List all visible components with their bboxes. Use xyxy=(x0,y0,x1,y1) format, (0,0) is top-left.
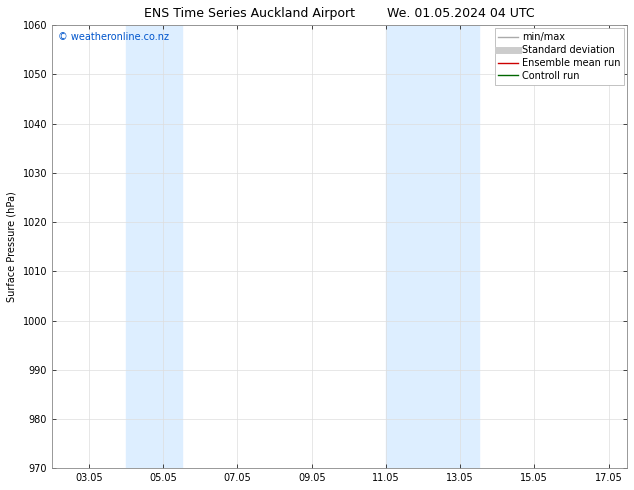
Bar xyxy=(126,25,182,468)
Y-axis label: Surface Pressure (hPa): Surface Pressure (hPa) xyxy=(7,192,17,302)
Legend: min/max, Standard deviation, Ensemble mean run, Controll run: min/max, Standard deviation, Ensemble me… xyxy=(495,28,624,85)
Bar xyxy=(386,25,479,468)
Title: ENS Time Series Auckland Airport        We. 01.05.2024 04 UTC: ENS Time Series Auckland Airport We. 01.… xyxy=(144,7,535,20)
Text: © weatheronline.co.nz: © weatheronline.co.nz xyxy=(58,32,169,42)
